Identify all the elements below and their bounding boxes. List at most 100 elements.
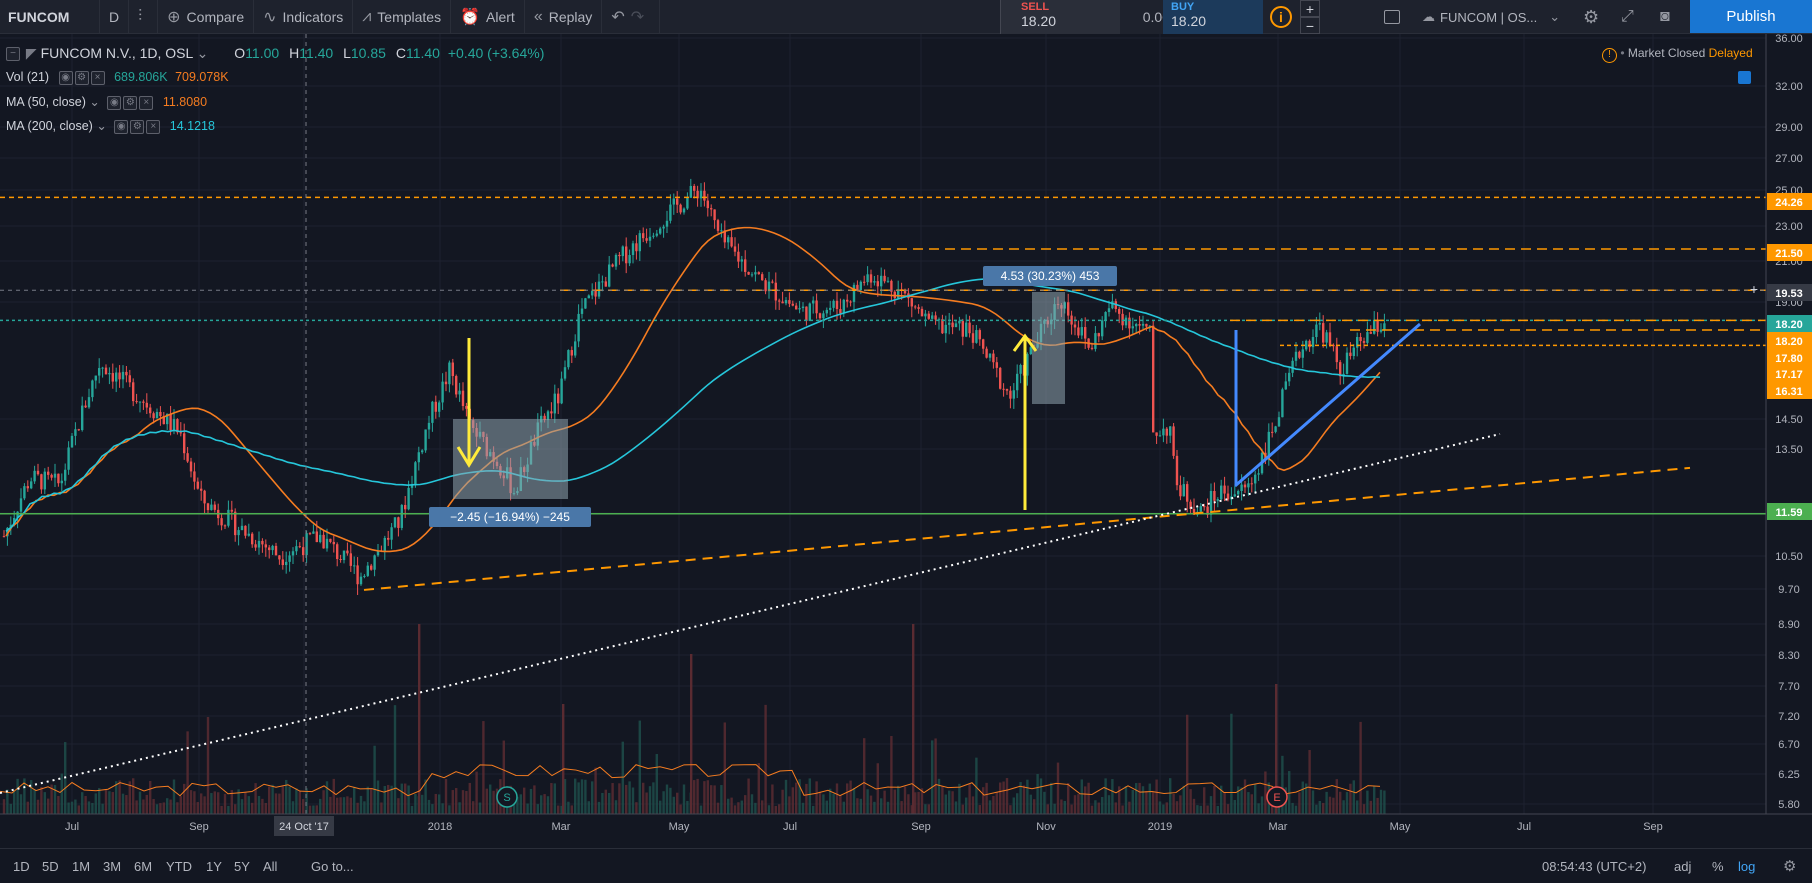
settings-icon[interactable]: ⚙ [130,119,145,134]
chevron-down-icon[interactable]: ⌄ [96,119,107,133]
indicators-button[interactable]: ∿ Indicators [254,0,354,34]
indicator-controls[interactable]: ◉ ⚙ × [58,70,107,85]
volume-bar [121,793,125,814]
candle-body [87,397,91,408]
volume-bar [849,780,852,814]
expand-icon[interactable]: ⤢ [1621,8,1634,25]
candle-body [941,319,944,334]
range-1m[interactable]: 1M [72,859,91,874]
volume-name[interactable]: Vol (21) [6,70,50,84]
candle-body [1016,373,1019,391]
volume-bar [614,800,618,814]
ma50-name[interactable]: MA (50, close) [6,95,86,109]
info-icon[interactable]: i [1270,6,1292,28]
quantity-minus-button[interactable]: − [1300,17,1320,34]
volume-bar [631,787,635,814]
event-s: S [503,792,510,804]
candle-body [1284,381,1287,390]
eye-icon[interactable]: ◉ [107,95,122,110]
quantity-plus-button[interactable]: + [1300,0,1320,17]
candle-body [1104,312,1107,321]
buy-button[interactable]: BUY 18.20 [1163,0,1263,34]
save-icon[interactable] [1738,71,1751,87]
legend-title[interactable]: FUNCOM N.V., 1D, OSL [40,45,193,61]
settings-icon[interactable]: ⚙ [74,70,89,85]
chart-type-button[interactable]: ⫶ [129,0,159,34]
range-6m[interactable]: 6M [134,859,153,874]
volume-bar [869,795,873,814]
candle-body [1383,323,1386,330]
fullscreen-box-icon[interactable] [1384,0,1400,34]
range-ytd[interactable]: YTD [166,859,192,874]
eye-icon[interactable]: ◉ [114,119,129,134]
compare-button[interactable]: ⊕ Compare [158,0,255,34]
redo-icon[interactable]: ↷ [630,8,645,26]
candle-body [1179,485,1182,497]
alert-button[interactable]: ⏰ Alert [451,0,525,34]
templates-button[interactable]: ⩘ Templates [353,0,452,34]
replay-button[interactable]: « Replay [525,0,603,34]
price-label: 21.50 [1775,248,1803,260]
volume-bar [251,802,254,814]
collapse-icon[interactable]: − [6,47,20,62]
candle-body [618,254,621,257]
range-1y[interactable]: 1Y [206,859,222,874]
close-icon[interactable]: × [139,95,154,110]
volume-bar [1155,779,1158,814]
gear-icon[interactable]: ⚙ [1583,6,1600,27]
cloud-icon: ☁ [1422,9,1435,24]
candle-body [604,281,607,287]
candle-body [434,401,437,412]
volume-bar [1039,778,1043,814]
close-icon[interactable]: × [146,119,161,134]
candle-body [1107,308,1111,313]
ma200-name[interactable]: MA (200, close) [6,119,93,133]
indicator-controls[interactable]: ◉ ⚙ × [107,95,155,110]
undo-redo[interactable]: ↶ ↷ [602,0,661,34]
x-tick-label: 2019 [1148,821,1172,833]
interval-button[interactable]: D [100,0,130,34]
close-icon[interactable]: × [90,70,105,85]
candle-body [145,402,148,408]
range-3m[interactable]: 3M [103,859,122,874]
sell-button[interactable]: SELL 18.20 [1000,0,1120,34]
delayed-label: Delayed [1708,46,1753,60]
symbol-search[interactable]: FUNCOM [0,0,100,34]
candle-body [319,534,322,543]
range-5d[interactable]: 5D [42,859,59,874]
log-toggle[interactable]: log [1738,859,1756,874]
goto-button[interactable]: Go to... [311,859,354,874]
candle-body [594,290,597,297]
adj-toggle[interactable]: adj [1674,859,1692,874]
range-5y[interactable]: 5Y [234,859,250,874]
templates-icon: ⩘ [362,7,372,25]
publish-button[interactable]: Publish [1690,0,1812,33]
indicator-controls[interactable]: ◉ ⚙ × [114,119,162,134]
candle-body [577,313,580,342]
candle-body [264,544,267,548]
volume-bar [1220,785,1223,814]
eye-icon[interactable]: ◉ [58,70,73,85]
volume-bar [359,795,363,814]
auto-scale-icon[interactable]: ⚙ [1783,858,1797,875]
candle-body [1084,327,1087,339]
templates-label: Templates [377,8,442,25]
volume-bar [1141,786,1145,814]
range-all[interactable]: All [263,859,278,874]
range-1d[interactable]: 1D [13,859,30,874]
settings-icon[interactable]: ⚙ [123,95,138,110]
chevron-down-icon[interactable]: ⌄ [89,95,100,109]
candle-body [924,313,927,317]
market-status[interactable]: ! • Market Closed Delayed [1602,46,1753,63]
volume-bar [1240,787,1243,814]
camera-icon[interactable]: ◙ [1660,8,1670,25]
volume-bar [893,789,896,814]
percent-toggle[interactable]: % [1712,859,1724,874]
layout-menu[interactable]: ☁ FUNCOM | OS... ⌄ [1422,0,1560,34]
candle-body [931,315,934,319]
volume-bar [1322,802,1325,814]
chevron-down-icon[interactable]: ⌄ [196,45,209,61]
volume-bar [74,799,77,814]
undo-icon[interactable]: ↶ [611,8,625,26]
